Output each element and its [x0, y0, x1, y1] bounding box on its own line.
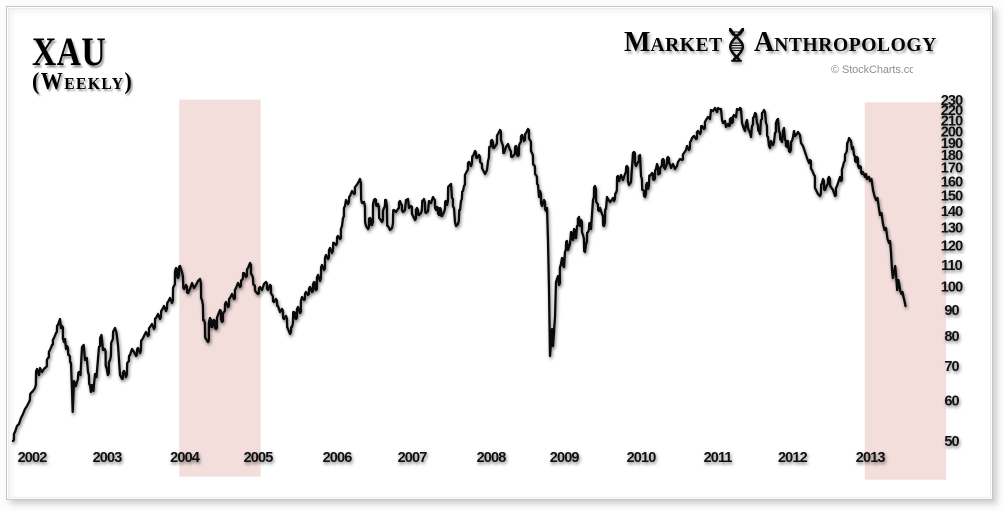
svg-text:2006: 2006	[323, 450, 353, 466]
svg-text:190: 190	[941, 136, 963, 152]
svg-text:200: 200	[941, 124, 963, 140]
svg-text:110: 110	[941, 258, 963, 274]
svg-text:2002: 2002	[18, 450, 48, 466]
svg-text:140: 140	[941, 204, 963, 220]
svg-text:230: 230	[941, 93, 963, 109]
svg-text:2008: 2008	[477, 450, 507, 466]
svg-text:50: 50	[944, 434, 959, 450]
svg-text:180: 180	[941, 148, 963, 164]
svg-text:150: 150	[941, 189, 963, 205]
svg-text:130: 130	[941, 221, 963, 237]
svg-text:70: 70	[944, 359, 959, 375]
svg-text:2011: 2011	[704, 450, 733, 466]
svg-text:2007: 2007	[398, 450, 428, 466]
svg-text:2005: 2005	[244, 450, 274, 466]
svg-text:160: 160	[941, 174, 963, 190]
svg-text:2009: 2009	[550, 450, 580, 466]
svg-text:80: 80	[944, 329, 959, 345]
svg-text:170: 170	[941, 161, 963, 177]
svg-text:210: 210	[941, 114, 963, 130]
svg-text:2013: 2013	[856, 450, 886, 466]
svg-text:2004: 2004	[170, 450, 200, 466]
svg-text:2003: 2003	[93, 450, 123, 466]
svg-text:2010: 2010	[627, 450, 657, 466]
svg-text:60: 60	[944, 393, 959, 409]
svg-text:90: 90	[944, 303, 959, 319]
svg-text:2012: 2012	[778, 450, 808, 466]
svg-text:120: 120	[941, 239, 963, 255]
svg-text:100: 100	[941, 279, 963, 295]
svg-text:220: 220	[941, 103, 963, 119]
